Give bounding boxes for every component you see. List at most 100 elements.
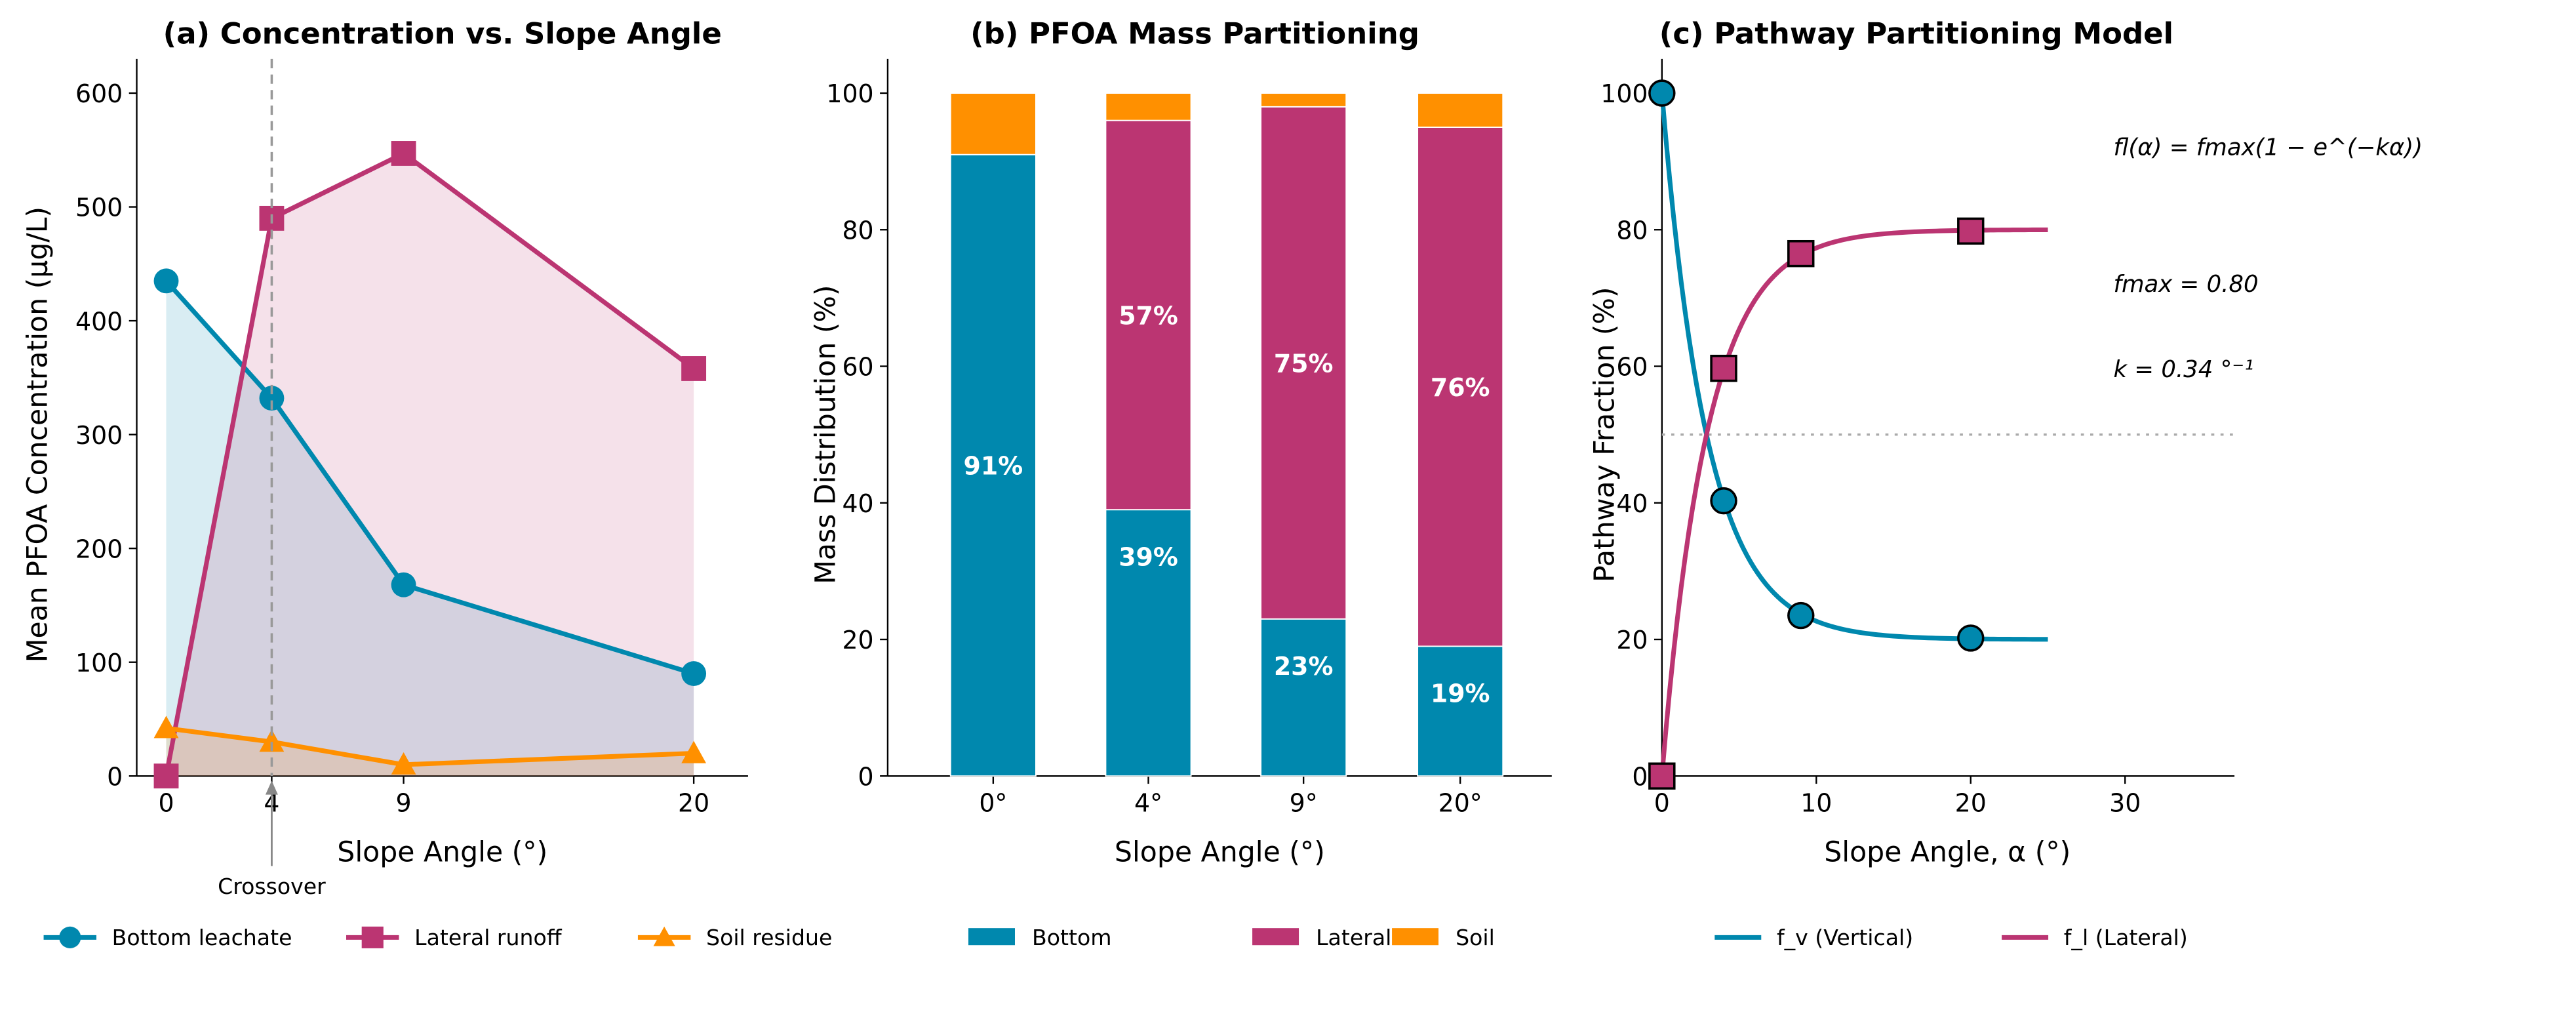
legend-swatch (968, 928, 1015, 946)
square-marker (361, 926, 384, 948)
area-fill-0 (166, 281, 694, 777)
triangle-marker (681, 740, 707, 763)
legend-label: Soil (1456, 925, 1495, 950)
y-axis-label: Pathway Fraction (%) (1588, 287, 1621, 582)
legend-label: Lateral runoff (414, 925, 563, 950)
y-tick-label: 200 (75, 535, 123, 563)
x-tick-label: 10 (1800, 789, 1832, 818)
model-equation: fl(α) = fmax(1 − e^(−kα)) (2113, 134, 2423, 161)
square-marker (1957, 217, 1985, 245)
y-tick-label: 600 (75, 79, 123, 108)
series-line-lateral-runoff (164, 150, 696, 777)
bar-bottom (1105, 509, 1192, 777)
x-axis-label: Slope Angle (°) (337, 836, 547, 868)
bar-value-label: 19% (1431, 679, 1490, 708)
bar-soil (1417, 92, 1504, 129)
y-tick-label: 100 (75, 649, 123, 677)
y-axis-label: Mean PFOA Concentration (µg/L) (21, 207, 54, 662)
series-line-soil-residue (166, 725, 694, 767)
bar-value-label: 57% (1119, 302, 1178, 331)
square-marker (1710, 354, 1737, 382)
y-tick-label: 40 (842, 489, 873, 518)
area-fill-1 (166, 153, 694, 777)
y-tick-label: 60 (842, 353, 873, 382)
y-tick-label: 20 (842, 626, 873, 655)
panel-c-title: (c) Pathway Partitioning Model (1659, 16, 2173, 50)
y-tick-label: 80 (1616, 216, 1648, 245)
y-tick-label: 400 (75, 307, 123, 336)
x-tick-label: 9° (1290, 789, 1318, 818)
panel-a-title: (a) Concentration vs. Slope Angle (163, 16, 722, 50)
fmax-annotation: fmax = 0.80 (2113, 271, 2258, 298)
circle-marker (681, 661, 707, 686)
bar-value-label: 39% (1119, 542, 1178, 571)
y-tick-label: 0 (858, 762, 874, 791)
square-marker (1787, 239, 1815, 268)
bar-bottom (1260, 618, 1347, 777)
x-tick-label: 20 (678, 789, 709, 818)
legend-label: f_l (Lateral) (2064, 925, 2188, 950)
series-line-bottom-leachate (164, 279, 695, 676)
circle-marker (59, 926, 81, 948)
circle-marker (259, 386, 285, 411)
bar-bottom (1417, 645, 1504, 777)
triangle-marker (391, 752, 416, 775)
x-tick-label: 30 (2109, 789, 2141, 818)
x-tick-label: 0 (1654, 789, 1670, 818)
x-tick-label: 0 (158, 789, 174, 818)
legend-swatch (1392, 928, 1439, 946)
y-axis-label: Mass Distribution (%) (809, 285, 842, 584)
bar-value-label: 23% (1274, 652, 1334, 681)
y-tick-label: 20 (1616, 626, 1648, 655)
square-marker (1648, 762, 1676, 790)
y-tick-label: 60 (1616, 353, 1648, 382)
bar-lateral (1417, 127, 1504, 647)
legend-swatch (1252, 928, 1299, 946)
y-tick-label: 500 (75, 193, 123, 222)
area-fill-2 (166, 728, 694, 777)
x-tick-label: 20° (1438, 789, 1482, 818)
y-tick-label: 0 (1632, 762, 1648, 791)
y-tick-label: 300 (75, 421, 123, 450)
legend-label: Soil residue (706, 925, 832, 950)
bar-lateral (1260, 106, 1347, 620)
bar-value-label: 76% (1431, 373, 1490, 402)
x-axis-label: Slope Angle (°) (1115, 836, 1325, 868)
crossover-arrowhead (265, 780, 278, 795)
y-tick-label: 0 (107, 762, 123, 791)
circle-marker (1787, 601, 1815, 630)
triangle-marker (653, 926, 675, 946)
x-tick-label: 9 (396, 789, 412, 818)
y-tick-label: 100 (826, 79, 873, 108)
legend-label: Lateral (1316, 925, 1391, 950)
bar-lateral (1105, 119, 1192, 511)
triangle-marker (259, 729, 285, 752)
k-annotation: k = 0.34 °⁻¹ (2113, 356, 2253, 383)
bar-soil (1105, 92, 1192, 121)
x-tick-label: 0° (979, 789, 1007, 818)
square-marker (391, 141, 416, 166)
legend-label: Bottom leachate (112, 925, 292, 950)
y-tick-label: 80 (842, 216, 873, 245)
circle-marker (153, 268, 179, 294)
x-tick-label: 4° (1134, 789, 1162, 818)
circle-marker (1710, 487, 1737, 515)
circle-marker (1957, 624, 1985, 652)
square-marker (681, 356, 707, 381)
bar-value-label: 75% (1274, 349, 1334, 378)
legend-label: Bottom (1032, 925, 1112, 950)
square-marker (153, 763, 179, 789)
circle-marker (1648, 79, 1676, 107)
x-axis-label: Slope Angle, α (°) (1824, 836, 2071, 868)
panel-b-title: (b) PFOA Mass Partitioning (970, 16, 1419, 50)
legend-label: f_v (Vertical) (1777, 925, 1913, 950)
y-tick-label: 40 (1616, 489, 1648, 518)
bar-value-label: 91% (964, 452, 1023, 481)
bar-soil (1260, 92, 1347, 108)
x-tick-label: 20 (1955, 789, 1987, 818)
triangle-marker (153, 716, 179, 738)
bar-soil (949, 92, 1037, 155)
crossover-label: Crossover (218, 874, 326, 899)
circle-marker (391, 572, 416, 597)
